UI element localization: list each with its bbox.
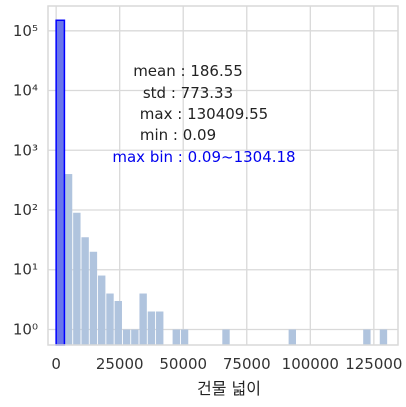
histogram-bar: [147, 311, 156, 345]
y-axis-ticks: 10⁰ 10¹ 10² 10³ 10⁴ 10⁵: [13, 22, 38, 339]
plot-frame: [47, 5, 399, 346]
y-tick-label: 10⁴: [13, 82, 38, 100]
min-annotation: min : 0.09: [140, 126, 216, 144]
y-tick-label: 10²: [13, 201, 38, 219]
histogram-bar: [379, 329, 388, 345]
x-tick-label: 100000: [282, 355, 339, 373]
x-tick-label: 125000: [345, 355, 402, 373]
x-axis-label: 건물 넓이: [197, 379, 261, 398]
histogram-bar: [64, 174, 73, 345]
histogram-bar: [106, 293, 114, 345]
histogram-bar: [73, 212, 81, 345]
histogram-bar: [156, 311, 164, 345]
max-bin-bar: [55, 19, 66, 346]
x-axis-ticks: 0 25000 50000 75000 100000 125000: [51, 355, 402, 373]
histogram-bar: [139, 293, 147, 345]
histogram-bar: [98, 275, 106, 345]
histogram-bar: [81, 237, 89, 345]
max-annotation: max : 130409.55: [140, 105, 268, 123]
histogram-bar: [288, 329, 296, 345]
y-tick-label: 10⁰: [13, 320, 38, 338]
x-tick-label: 75000: [223, 355, 271, 373]
bars: [56, 20, 388, 346]
histogram-bar: [131, 329, 139, 345]
histogram-bar: [114, 300, 122, 345]
y-tick-label: 10⁵: [13, 22, 38, 40]
histogram-bar: [180, 329, 189, 345]
y-tick-label: 10³: [13, 141, 38, 159]
x-tick-label: 25000: [96, 355, 144, 373]
x-tick-label: 50000: [159, 355, 207, 373]
max-bin-highlight: [55, 19, 66, 346]
std-annotation: std : 773.33: [143, 84, 233, 102]
x-tick-label: 0: [51, 355, 61, 373]
max-bin-annotation: max bin : 0.09~1304.18: [112, 148, 295, 166]
grid: [48, 6, 398, 345]
histogram-bar: [122, 329, 131, 345]
histogram-bar: [56, 20, 64, 346]
histogram-bar: [222, 329, 230, 345]
y-tick-label: 10¹: [13, 261, 38, 279]
mean-annotation: mean : 186.55: [133, 62, 243, 80]
histogram-bar: [363, 329, 371, 345]
histogram-bar: [89, 251, 98, 345]
histogram-bar: [172, 329, 180, 345]
